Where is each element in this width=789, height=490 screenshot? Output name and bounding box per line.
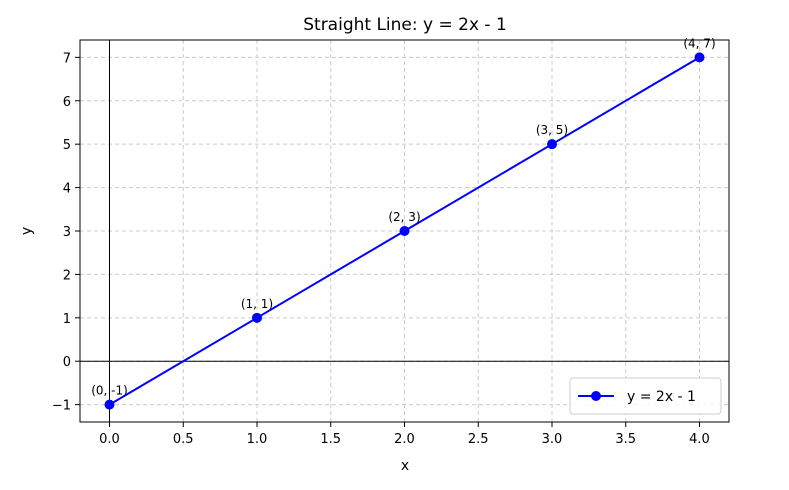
data-point: [104, 399, 115, 410]
legend-marker-swatch: [591, 391, 601, 401]
y-tick-label: −1: [52, 399, 71, 414]
series-layer: [104, 52, 705, 410]
x-tick-label: 2.0: [394, 432, 415, 447]
data-point-label: (0, -1): [91, 384, 128, 398]
data-point: [252, 312, 262, 323]
x-tick-label: 4.0: [689, 432, 710, 447]
y-tick-label: 7: [63, 51, 71, 66]
y-tick-label: 0: [63, 355, 71, 370]
x-tick-label: 0.5: [173, 432, 194, 447]
data-point-label: (2, 3): [388, 210, 420, 224]
y-tick-label: 2: [63, 268, 71, 283]
x-tick-label: 1.5: [320, 432, 341, 447]
chart-title: Straight Line: y = 2x - 1: [303, 15, 507, 35]
x-axis-ticks: 0.0 0.5 1.0 1.5 2.0 2.5 3.0 3.5 4.0: [99, 422, 710, 447]
y-tick-label: 3: [63, 225, 71, 240]
x-tick-label: 3.0: [542, 432, 563, 447]
legend-box: [569, 377, 722, 415]
legend: y = 2x - 1: [569, 377, 722, 415]
x-tick-label: 3.5: [615, 432, 636, 447]
data-point: [399, 226, 410, 236]
x-tick-label: 1.0: [247, 432, 268, 447]
data-point: [694, 52, 705, 63]
y-axis-ticks: −1 0 1 2 3 4 5 6 7: [52, 51, 80, 414]
y-tick-label: 1: [63, 312, 71, 327]
data-point-label: (3, 5): [536, 123, 568, 137]
y-tick-label: 6: [63, 95, 71, 110]
y-axis-label: y: [19, 227, 35, 235]
legend-label: y = 2x - 1: [627, 389, 696, 405]
reference-lines: [80, 40, 729, 422]
data-point-label: (1, 1): [241, 297, 273, 311]
data-point: [547, 139, 557, 150]
x-tick-label: 0.0: [99, 432, 120, 447]
point-labels: (0, -1) (1, 1) (2, 3) (3, 5) (4, 7): [91, 36, 715, 397]
x-axis-label: x: [401, 458, 409, 474]
y-tick-label: 5: [63, 138, 71, 153]
y-tick-label: 4: [63, 182, 71, 197]
x-tick-label: 2.5: [468, 432, 489, 447]
data-point-label: (4, 7): [683, 36, 715, 50]
